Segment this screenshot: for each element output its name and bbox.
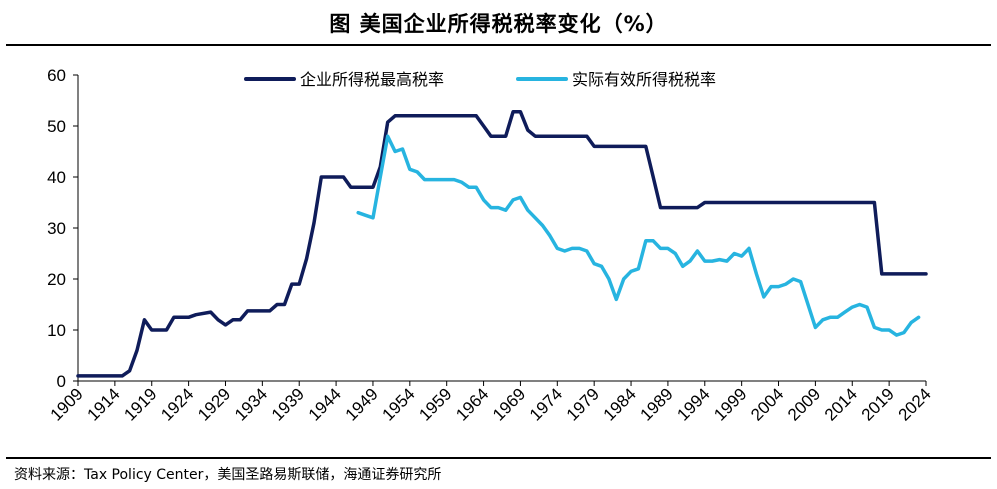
y-tick-label: 60	[47, 66, 66, 85]
y-tick-label: 50	[47, 117, 66, 136]
y-tick-label: 30	[47, 219, 66, 238]
x-tick-label: 2004	[747, 384, 787, 424]
source-divider	[6, 457, 991, 459]
x-tick-label: 1989	[637, 384, 677, 424]
x-tick-label: 1934	[231, 384, 271, 424]
series-layer	[76, 109, 928, 378]
legend-label-1: 企业所得税最高税率	[300, 70, 444, 89]
y-tick-label: 10	[47, 321, 66, 340]
x-tick-label: 1919	[120, 384, 160, 424]
x-tick-label: 1924	[157, 384, 197, 424]
x-tick-label: 1999	[710, 384, 750, 424]
y-tick-label: 0	[57, 372, 66, 391]
chart-title: 图 美国企业所得税税率变化（%）	[329, 12, 668, 36]
x-tick-label: 1914	[84, 384, 124, 424]
x-tick-label: 1954	[378, 384, 418, 424]
x-tick-label: 1944	[305, 384, 345, 424]
x-tick-label: 1994	[673, 384, 713, 424]
x-tick-label: 1959	[415, 384, 455, 424]
x-tick-label: 1974	[526, 384, 566, 424]
x-tick-label: 2009	[784, 384, 824, 424]
title-divider	[6, 44, 991, 46]
x-tick-label: 2019	[858, 384, 898, 424]
x-tick-label: 1979	[563, 384, 603, 424]
series-line-2	[356, 134, 921, 337]
x-tick-label: 2014	[821, 384, 861, 424]
y-tick-label: 20	[47, 270, 66, 289]
x-tick-label: 1964	[452, 384, 492, 424]
x-tick-label: 1939	[268, 384, 308, 424]
axes: 0 10 20 30 40 50 60 190919141919192419291934193…	[47, 66, 935, 425]
x-tick-label: 1969	[489, 384, 529, 424]
x-tick-label: 1909	[47, 384, 87, 424]
legend: 企业所得税最高税率 实际有效所得税税率	[244, 70, 716, 89]
legend-label-2: 实际有效所得税税率	[572, 70, 716, 89]
x-tick-label: 1949	[342, 384, 382, 424]
source-note: 资料来源：Tax Policy Center，美国圣路易斯联储，海通证券研究所	[14, 467, 442, 483]
x-tick-label: 1929	[194, 384, 234, 424]
x-tick-label: 1984	[600, 384, 640, 424]
x-tick-label: 2024	[895, 384, 935, 424]
y-tick-label: 40	[47, 168, 66, 187]
series-line-1	[76, 109, 928, 378]
